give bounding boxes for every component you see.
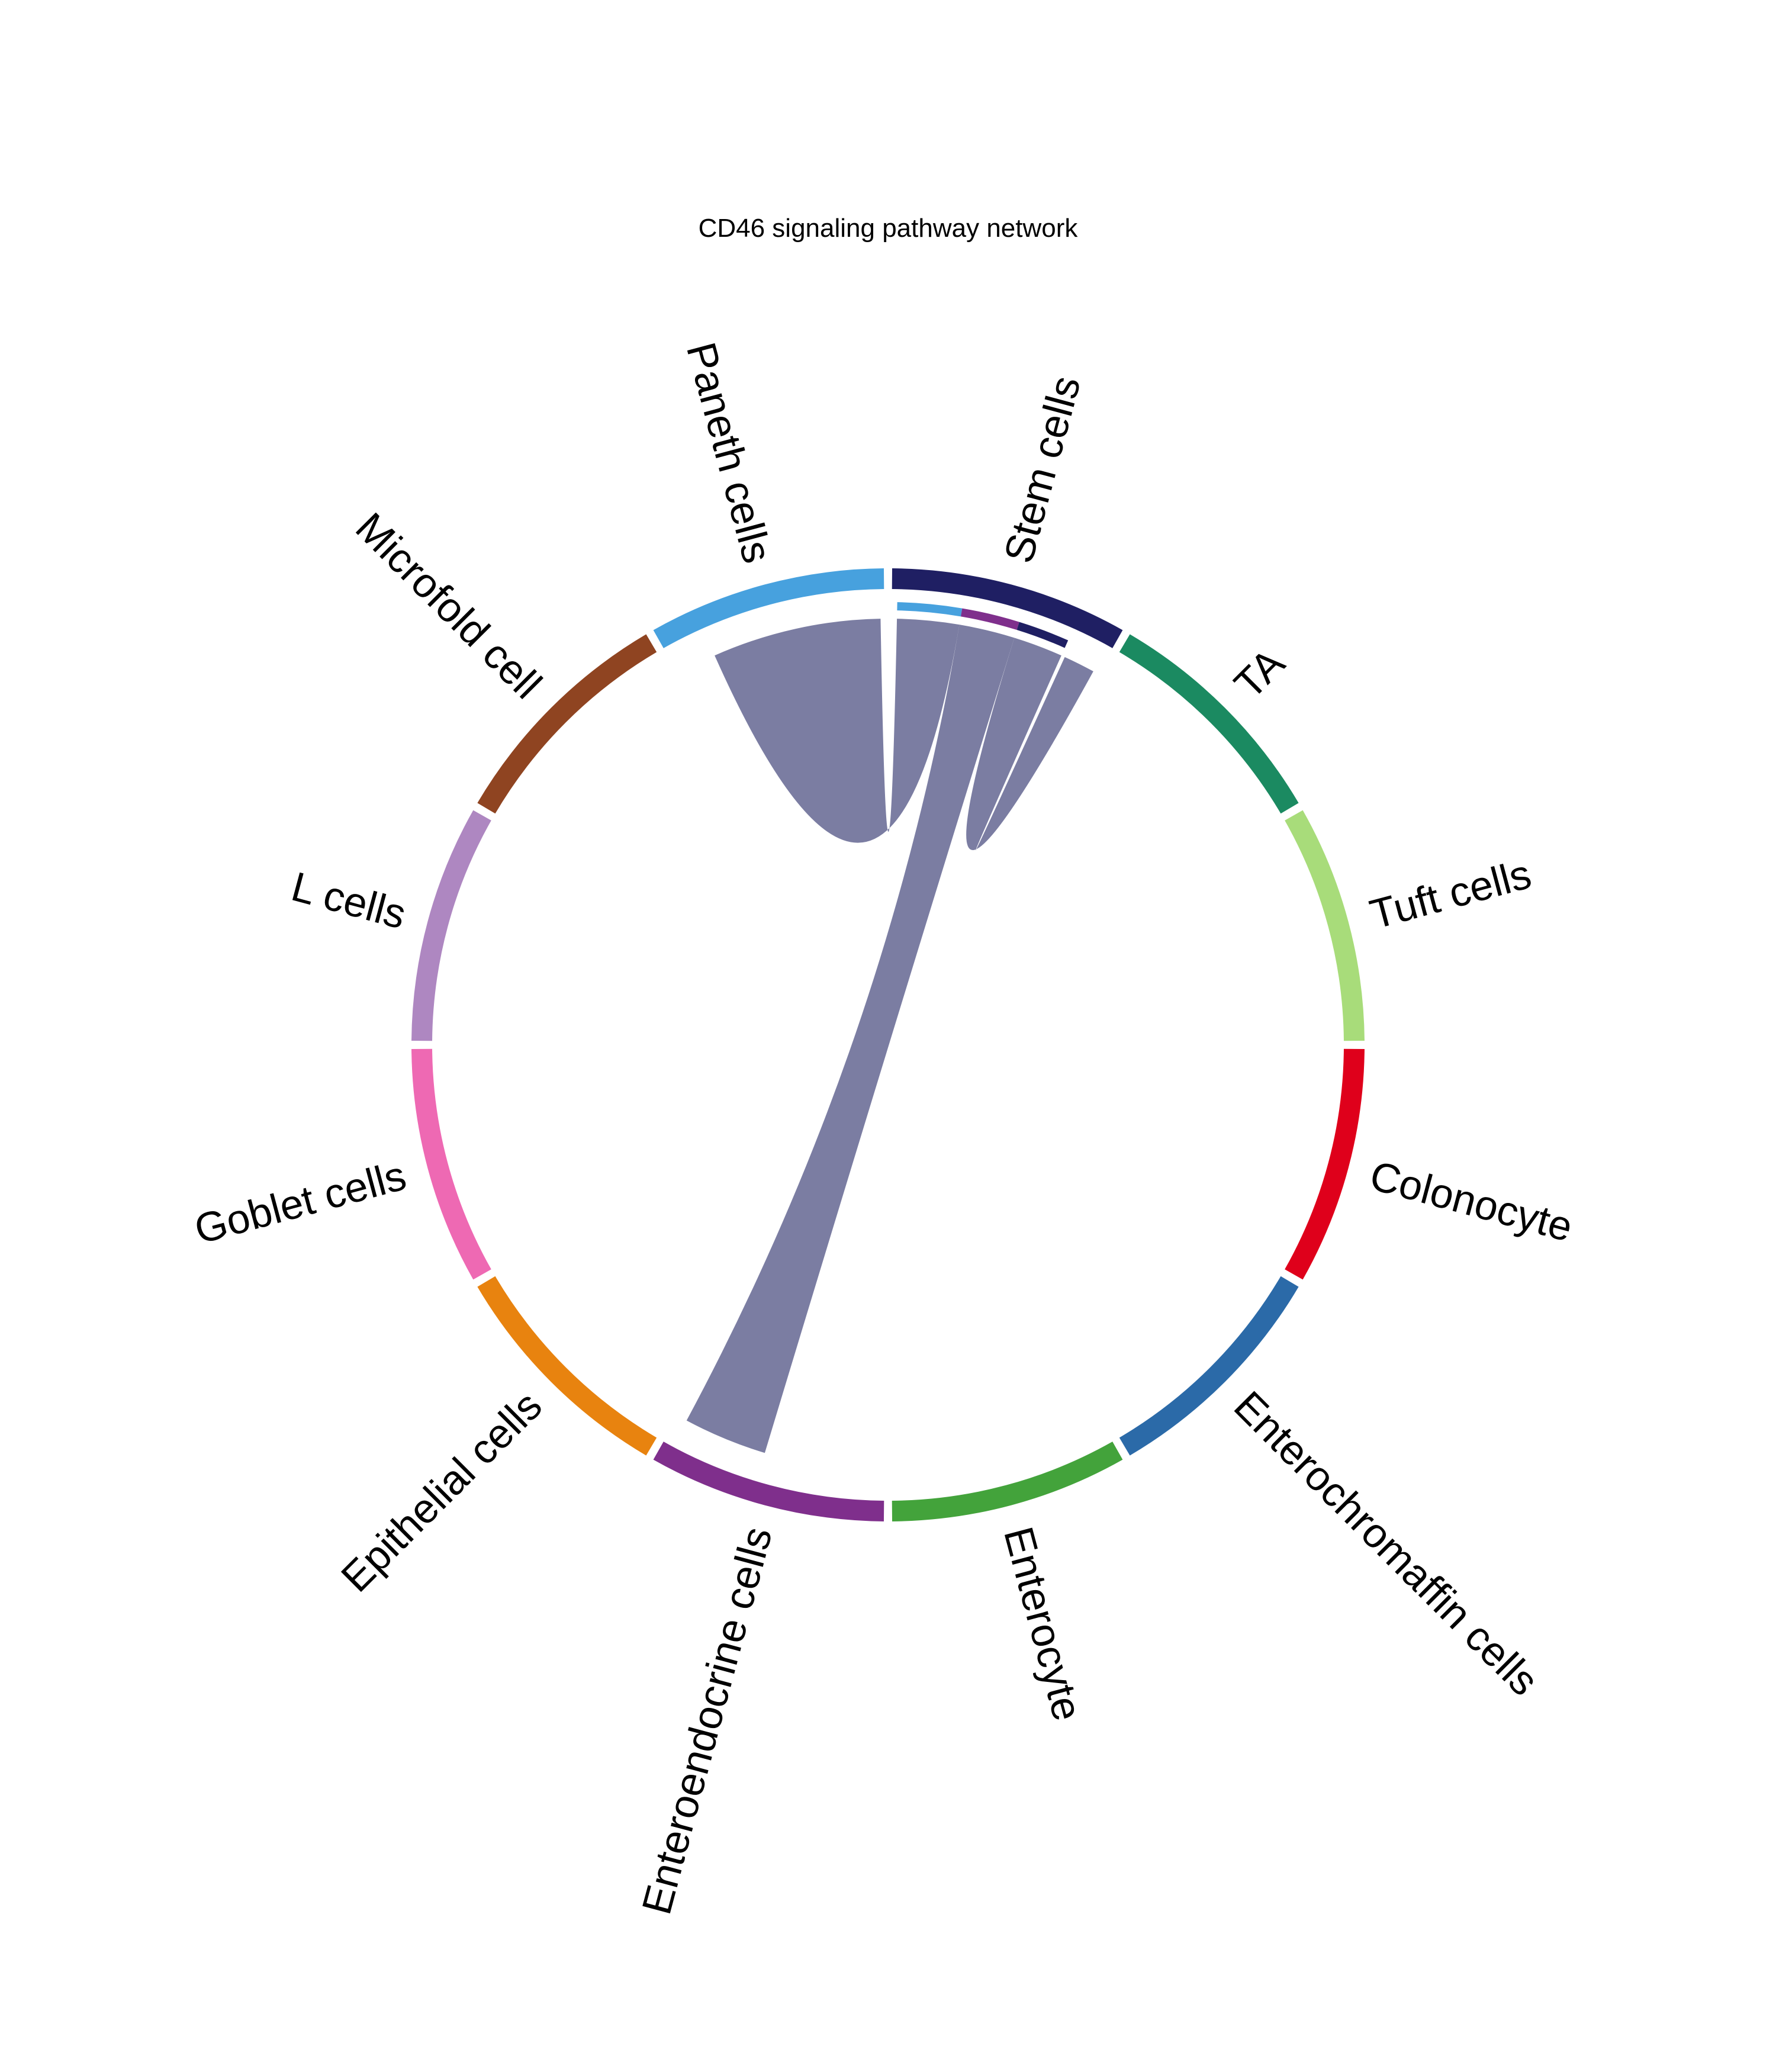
track-mark-paneth-cells — [897, 602, 963, 617]
sector-microfold-cell — [477, 634, 657, 814]
sector-colonocyte — [1285, 1048, 1365, 1280]
track-mark-stem-cells — [1016, 622, 1069, 648]
link-stem-cells-to-stem-cells — [966, 638, 1093, 851]
sector-enterocyte — [892, 1442, 1123, 1521]
sector-label-paneth-cells: Paneth cells — [678, 337, 781, 568]
sector-label-tuft-cells: Tuft cells — [1365, 851, 1536, 938]
sector-stem-cells — [892, 568, 1123, 648]
chord-links — [686, 619, 1093, 1453]
link-stem-cells-to-paneth-cells — [715, 619, 960, 843]
sector-epithelial-cells — [477, 1276, 657, 1456]
sector-enteroendocrine-cells — [653, 1442, 884, 1521]
sector-label-microfold-cell: Microfold cell — [347, 504, 551, 707]
sector-label-colonocyte: Colonocyte — [1365, 1152, 1577, 1250]
sector-l-cells — [411, 810, 491, 1041]
sector-label-epithelial-cells: Epithelial cells — [332, 1382, 551, 1601]
receiver-track-marks — [897, 602, 1069, 648]
sector-label-l-cells: L cells — [287, 863, 411, 938]
sector-tuft-cells — [1285, 810, 1365, 1041]
sector-label-goblet-cells: Goblet cells — [189, 1152, 410, 1253]
sector-label-enterocyte: Enterocyte — [995, 1522, 1091, 1725]
link-stem-cells-to-enteroendocrine-cells — [686, 625, 1015, 1453]
sector-paneth-cells — [653, 568, 884, 648]
chart-title: CD46 signaling pathway network — [699, 214, 1079, 243]
sector-label-stem-cells: Stem cells — [995, 371, 1089, 568]
sector-label-enteroendocrine-cells: Enteroendocrine cells — [633, 1522, 781, 1919]
sector-label-ta: TA — [1225, 639, 1294, 707]
sector-ta — [1119, 634, 1299, 814]
sector-enterochromaffin-cells — [1119, 1276, 1299, 1456]
sector-goblet-cells — [411, 1048, 491, 1280]
sector-ring — [411, 568, 1365, 1521]
sector-label-enterochromaffin-cells: Enterochromaffin cells — [1225, 1382, 1547, 1704]
track-mark-enteroendocrine-cells — [960, 608, 1019, 630]
